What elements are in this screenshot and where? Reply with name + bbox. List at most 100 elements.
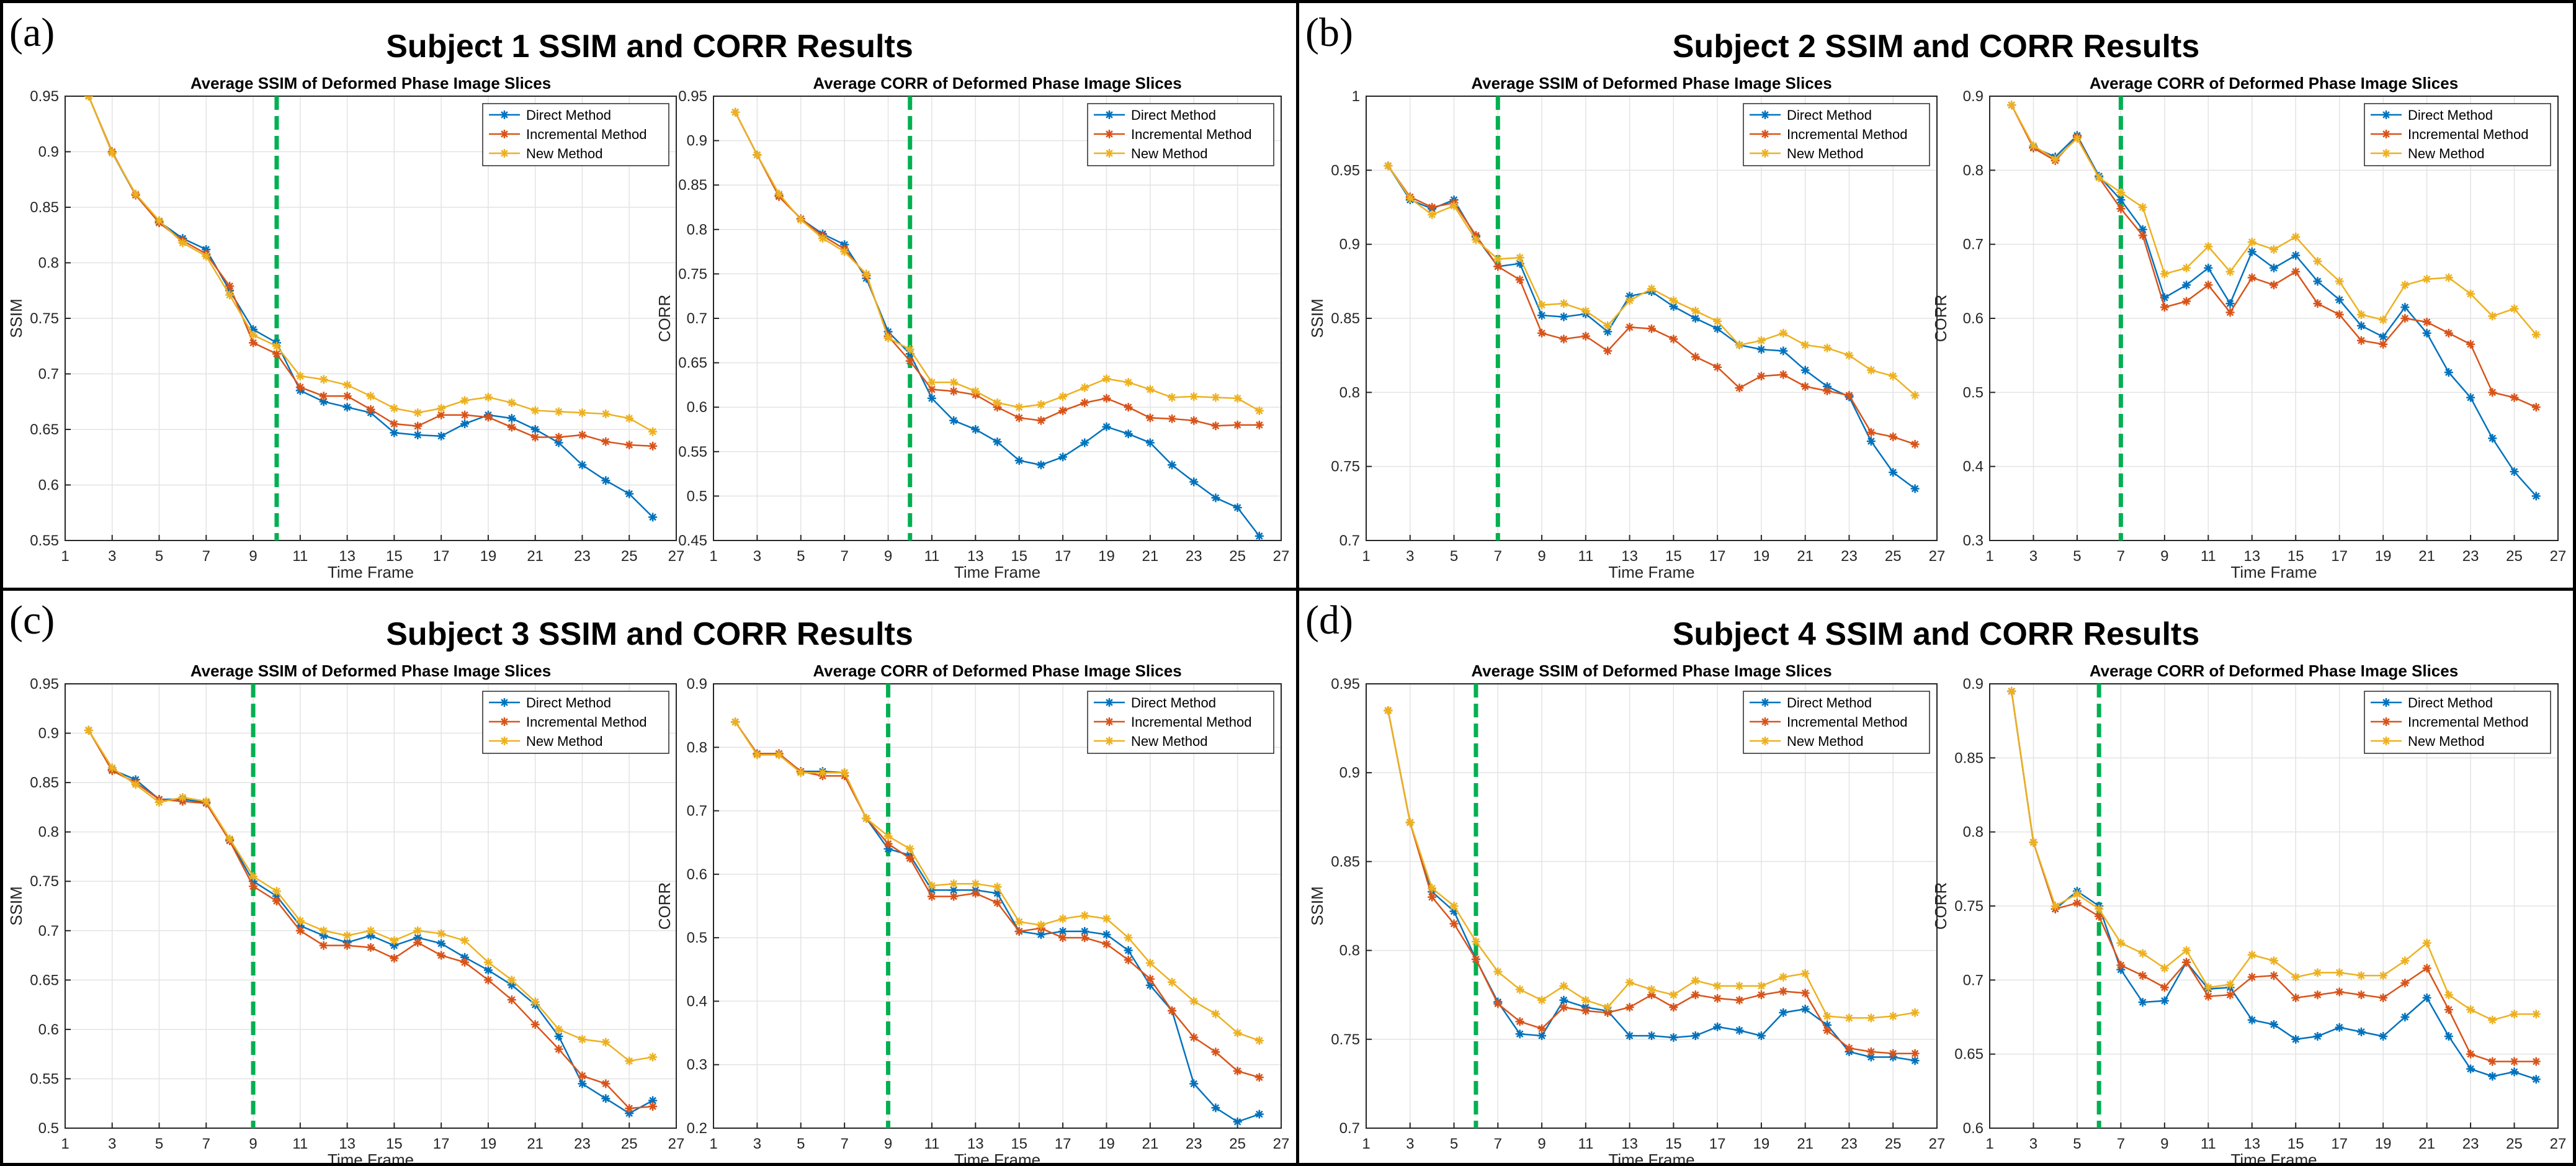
y-tick-label: 0.7 <box>687 803 707 820</box>
data-point-marker <box>648 441 658 451</box>
data-point-marker <box>1384 161 1393 171</box>
legend-marker <box>2382 130 2390 138</box>
legend-marker <box>1105 737 1114 745</box>
data-point-marker <box>949 892 959 901</box>
data-point-marker <box>2488 312 2497 321</box>
x-tick-label: 23 <box>1186 548 1202 565</box>
data-point-marker <box>1102 930 1111 940</box>
series-direct-method <box>1384 706 1920 1065</box>
x-tick-label: 11 <box>924 1136 939 1152</box>
data-point-marker <box>2138 998 2147 1007</box>
data-point-marker <box>2400 303 2410 312</box>
data-point-marker <box>1756 372 1766 381</box>
data-point-marker <box>2444 990 2453 1000</box>
data-point-marker <box>178 792 187 802</box>
data-point-marker <box>1036 400 1045 409</box>
data-point-marker <box>507 423 516 432</box>
data-point-marker <box>2400 956 2410 966</box>
data-point-marker <box>1233 393 1242 403</box>
y-tick-label: 0.3 <box>687 1057 707 1074</box>
x-tick-label: 27 <box>2550 548 2567 565</box>
data-point-marker <box>107 763 117 773</box>
data-point-marker <box>2313 1032 2322 1041</box>
data-point-marker <box>1691 307 1700 316</box>
y-tick-label: 0.85 <box>1954 750 1983 766</box>
data-point-marker <box>648 427 658 436</box>
data-point-marker <box>840 768 849 778</box>
y-tick-label: 0.45 <box>678 532 707 549</box>
data-point-marker <box>2510 1067 2519 1077</box>
x-tick-label: 13 <box>339 548 356 565</box>
y-tick-label: 0.75 <box>1954 898 1983 915</box>
series-new-method <box>731 717 1264 1045</box>
x-tick-label: 17 <box>1709 1136 1726 1152</box>
legend-entry: New Method <box>489 146 603 161</box>
data-point-marker <box>625 414 634 423</box>
data-point-marker <box>1428 210 1437 219</box>
x-tick-label: 11 <box>292 548 308 565</box>
x-tick-label: 13 <box>1621 1136 1638 1152</box>
data-point-marker <box>1713 324 1722 333</box>
data-point-marker <box>1211 493 1220 503</box>
data-point-marker <box>1058 392 1068 401</box>
data-point-marker <box>601 1038 610 1047</box>
y-tick-label: 0.5 <box>687 930 707 946</box>
data-point-marker <box>1647 324 1656 333</box>
x-tick-label: 3 <box>2029 548 2037 565</box>
legend-entry: Incremental Method <box>1750 714 1907 730</box>
data-point-marker <box>2007 101 2016 110</box>
y-tick-label: 0.8 <box>1963 162 1983 179</box>
y-tick-label: 0.85 <box>30 774 59 791</box>
legend-marker <box>1105 110 1114 119</box>
data-point-marker <box>1014 403 1024 412</box>
data-point-marker <box>601 409 610 418</box>
data-point-marker <box>818 234 827 243</box>
y-axis-label: CORR <box>655 882 674 930</box>
legend-label: Incremental Method <box>2408 714 2528 730</box>
data-point-marker <box>507 975 516 985</box>
legend-marker <box>2382 149 2390 158</box>
data-point-marker <box>1581 307 1590 316</box>
y-tick-label: 0.6 <box>687 399 707 416</box>
data-point-marker <box>1603 1003 1612 1012</box>
data-point-marker <box>1669 1033 1678 1042</box>
data-point-marker <box>2182 297 2191 306</box>
data-point-marker <box>295 916 305 925</box>
x-tick-label: 25 <box>1885 548 1902 565</box>
y-tick-label: 0.9 <box>1339 236 1360 253</box>
data-point-marker <box>1779 1008 1788 1017</box>
data-point-marker <box>2225 308 2235 317</box>
data-point-marker <box>2356 336 2366 345</box>
data-point-marker <box>413 408 423 418</box>
x-tick-label: 17 <box>1055 1136 1071 1152</box>
y-axis-label: CORR <box>655 295 674 343</box>
data-point-marker <box>578 1034 587 1044</box>
data-point-marker <box>1124 429 1133 439</box>
data-point-marker <box>2182 263 2191 272</box>
legend-entry: Incremental Method <box>489 127 646 142</box>
data-point-marker <box>1211 1047 1220 1057</box>
data-point-marker <box>154 797 164 807</box>
series-new-method <box>731 107 1264 415</box>
data-point-marker <box>2488 434 2497 443</box>
data-point-marker <box>2510 304 2519 313</box>
chart-ssim: 1 3 5 7 9 11 13 15 17 19 21 23 25 270.70.750.80.850.9… <box>1308 74 1945 581</box>
legend-label: Incremental Method <box>1131 127 1251 142</box>
panel-letter: (c) <box>9 598 55 643</box>
chart-corr: 1 3 5 7 9 11 13 15 17 19 21 23 25 270.450.50.550.60.6… <box>655 74 1289 581</box>
series-incremental-method <box>1384 161 1920 449</box>
data-point-marker <box>2291 1034 2301 1044</box>
data-point-marker <box>1889 372 1898 381</box>
data-point-marker <box>625 1104 634 1113</box>
data-point-marker <box>460 410 470 419</box>
data-point-marker <box>993 882 1002 892</box>
data-point-marker <box>2072 889 2082 899</box>
data-point-marker <box>1823 386 1832 395</box>
data-point-marker <box>2138 949 2147 958</box>
data-point-marker <box>1493 967 1503 976</box>
data-point-marker <box>1189 1033 1199 1042</box>
data-point-marker <box>1189 1079 1199 1088</box>
x-tick-label: 15 <box>2288 1136 2304 1152</box>
legend-entry: New Method <box>1094 733 1208 749</box>
y-axis-label: CORR <box>1931 295 1950 343</box>
